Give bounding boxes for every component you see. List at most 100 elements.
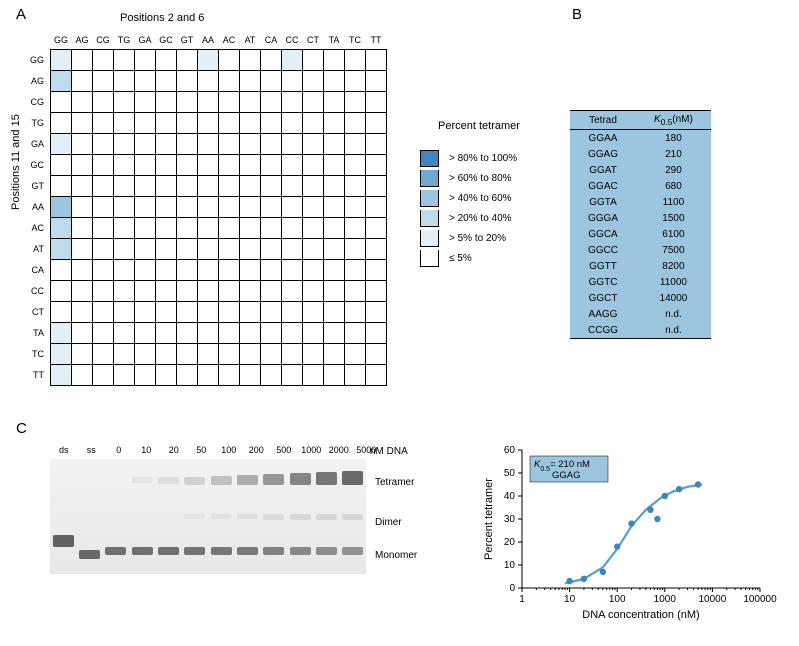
heatmap-cell: [114, 71, 135, 92]
heatmap-cell: [177, 197, 198, 218]
tblb-tetrad: AAGG: [570, 306, 636, 322]
heatmap-cell: [303, 302, 324, 323]
tblb-k05: 7500: [636, 242, 711, 258]
lane-label: 100: [215, 445, 243, 455]
heatmap-cell: [93, 71, 114, 92]
heatmap-cell: [324, 344, 345, 365]
panel-a-label: A: [16, 6, 26, 23]
heatmap-cell: [345, 218, 366, 239]
heatmap-cell: [93, 176, 114, 197]
heatmap-cell: [366, 239, 387, 260]
heatmap-row-AC: AC: [30, 218, 51, 239]
label-dimer: Dimer: [375, 517, 402, 528]
heatmap-cell: [72, 176, 93, 197]
lane-label: ds: [50, 445, 78, 455]
heatmap-cell: [114, 218, 135, 239]
tblb-tetrad: GGAA: [570, 130, 636, 147]
heatmap-cell: [324, 155, 345, 176]
heatmap-col-CG: CG: [93, 35, 114, 50]
legend-row: > 80% to 100%: [420, 150, 520, 167]
tblb-tetrad: GGCT: [570, 290, 636, 306]
heatmap-cell: [114, 365, 135, 386]
heatmap-cell: [135, 197, 156, 218]
heatmap-cell: [324, 239, 345, 260]
heatmap-row-TG: TG: [30, 113, 51, 134]
heatmap-cell: [366, 260, 387, 281]
heatmap-row-CG: CG: [30, 92, 51, 113]
heatmap-col-GC: GC: [156, 35, 177, 50]
svg-text:30: 30: [504, 514, 516, 525]
heatmap-cell: [261, 218, 282, 239]
heatmap-cell: [219, 365, 240, 386]
heatmap-cell: [198, 260, 219, 281]
heatmap-cell: [72, 155, 93, 176]
gel-image: [50, 459, 366, 574]
heatmap-col-GT: GT: [177, 35, 198, 50]
heatmap-cell: [303, 155, 324, 176]
heatmap-cell: [282, 92, 303, 113]
heatmap-cell: [345, 260, 366, 281]
heatmap-cell: [114, 113, 135, 134]
heatmap-cell: [177, 92, 198, 113]
heatmap-cell: [51, 176, 72, 197]
heatmap-col-GA: GA: [135, 35, 156, 50]
legend-swatch: [420, 170, 439, 187]
heatmap-cell: [345, 92, 366, 113]
heatmap-cell: [72, 323, 93, 344]
heatmap-cell: [324, 218, 345, 239]
heatmap-cell: [219, 134, 240, 155]
heatmap-col-GG: GG: [51, 35, 72, 50]
label-tetramer: Tetramer: [375, 477, 414, 488]
heatmap-cell: [345, 239, 366, 260]
legend-label: ≤ 5%: [449, 253, 472, 264]
heatmap-cell: [72, 281, 93, 302]
heatmap-cell: [177, 239, 198, 260]
heatmap-cell: [324, 365, 345, 386]
heatmap-cell: [366, 50, 387, 71]
lane-label: 10: [133, 445, 161, 455]
heatmap-cell: [135, 134, 156, 155]
tblb-tetrad: GGGA: [570, 210, 636, 226]
heatmap-cell: [366, 302, 387, 323]
heatmap-row-AT: AT: [30, 239, 51, 260]
svg-text:10: 10: [564, 594, 576, 605]
gel-band: [184, 547, 205, 555]
lane-label: 500: [270, 445, 298, 455]
heatmap-cell: [177, 176, 198, 197]
heatmap-cell: [198, 92, 219, 113]
heatmap-cell: [324, 92, 345, 113]
heatmap-cell: [240, 71, 261, 92]
heatmap-cell: [156, 323, 177, 344]
heatmap-cell: [177, 302, 198, 323]
heatmap-cell: [198, 176, 219, 197]
heatmap-cell: [93, 155, 114, 176]
heatmap-cell: [198, 218, 219, 239]
heatmap-cell: [114, 323, 135, 344]
tblb-k05: 290: [636, 162, 711, 178]
heatmap-cell: [345, 113, 366, 134]
heatmap-cell: [366, 365, 387, 386]
heatmap-cell: [324, 323, 345, 344]
gel-lane: [155, 459, 181, 574]
lane-label: 0: [105, 445, 133, 455]
heatmap-cell: [219, 92, 240, 113]
tblb-tetrad: GGCA: [570, 226, 636, 242]
heatmap-cell: [156, 71, 177, 92]
panel-b-label: B: [572, 6, 582, 23]
svg-text:GGAG: GGAG: [552, 470, 581, 481]
lane-label: 20: [160, 445, 188, 455]
gel-lane-labels: dsss0102050100200500100020005000: [50, 445, 380, 455]
gel-lane: [234, 459, 260, 574]
heatmap-cell: [240, 260, 261, 281]
heatmap-cell: [282, 302, 303, 323]
tblb-h-tetrad: Tetrad: [570, 111, 636, 130]
heatmap-cell: [198, 197, 219, 218]
svg-text:DNA concentration (nM): DNA concentration (nM): [582, 609, 699, 621]
heatmap-cell: [240, 218, 261, 239]
tblb-k05: n.d.: [636, 322, 711, 339]
legend-label: > 40% to 60%: [449, 193, 512, 204]
heatmap-cell: [156, 113, 177, 134]
heatmap-cell: [156, 155, 177, 176]
heatmap-cell: [51, 365, 72, 386]
k05-table: TetradK0.5(nM)GGAA180GGAG210GGAT290GGAC6…: [570, 110, 711, 339]
